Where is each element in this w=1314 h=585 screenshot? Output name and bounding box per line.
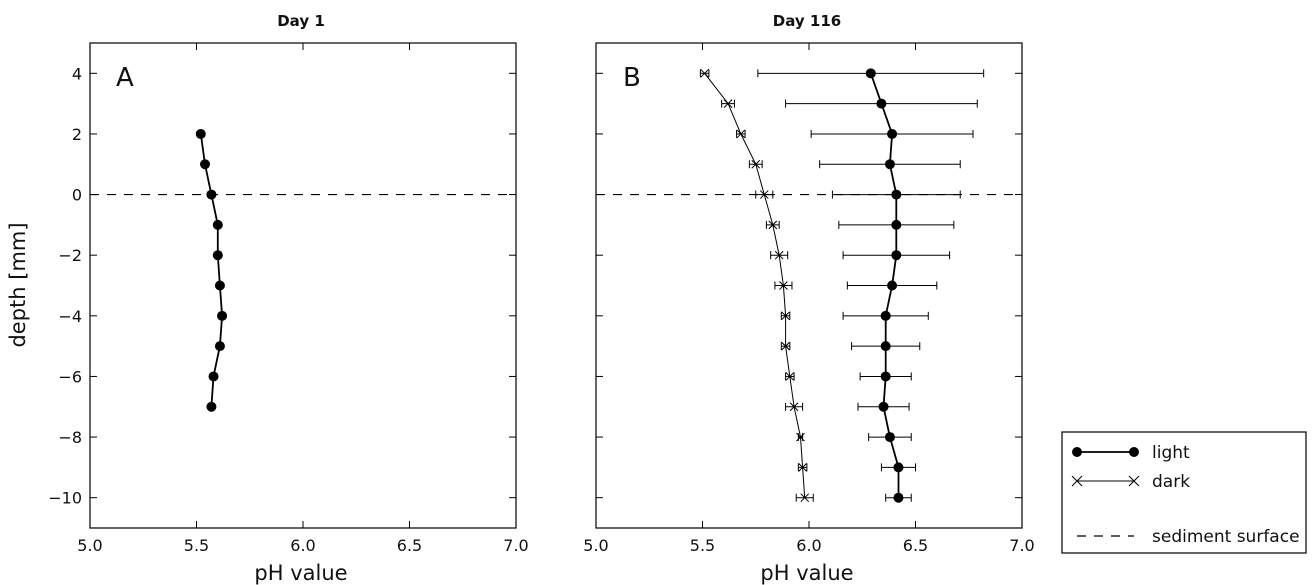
panel-b-series-dark-point — [785, 372, 795, 381]
panel-b-series-light-point — [891, 250, 902, 261]
panel-a-series-light-line — [199, 133, 224, 407]
legend-dark-label: dark — [1152, 472, 1190, 492]
panel-b-series-light-point — [884, 159, 895, 170]
panel-b-series-light-point — [865, 68, 876, 79]
panel-a-y-tick-label: 2 — [72, 125, 82, 144]
panel-a-label: A — [116, 63, 134, 93]
panel-b-x-tick-label: 7.0 — [1009, 536, 1034, 555]
panel-b-series-dark-point — [796, 432, 805, 442]
panel-a-x-axis-label: pH value — [254, 561, 347, 585]
panel-a-series-light-point — [212, 219, 223, 230]
panel-a-x-tick-label: 5.5 — [184, 536, 209, 555]
panel-a-y-tick-label: 0 — [72, 186, 82, 205]
panel-b-series-dark-point — [768, 220, 778, 230]
panel-a-x-tick-label: 7.0 — [503, 536, 528, 555]
panel-b-series-dark-point — [781, 311, 790, 321]
panel-b-title: Day 116 — [773, 12, 841, 30]
legend-dark-marker-end — [1128, 475, 1140, 487]
panel-a-frame — [89, 42, 517, 529]
panel-b-x-tick-label: 6.0 — [796, 536, 821, 555]
panel-b-series-dark-point — [736, 129, 746, 139]
panel-b-series-light-point — [880, 371, 891, 382]
panel-b-frame — [595, 42, 1023, 529]
panel-a-y-tick-label: −2 — [58, 246, 82, 265]
panel-a-x-tick-label: 6.5 — [397, 536, 422, 555]
panel-a-series-light-point — [206, 189, 217, 200]
legend-light-marker — [1072, 447, 1082, 457]
panel-a-series-light-point — [195, 128, 206, 139]
panel-b-series-light-point — [887, 128, 898, 139]
panel-b-series-light-point — [893, 462, 904, 473]
panel-a-series-light-point — [214, 280, 225, 291]
panel-a-series-light-point — [217, 310, 228, 321]
panel-b-series-dark-point — [779, 281, 788, 290]
legend-entry-sediment-surface: sediment surface — [1077, 527, 1300, 547]
panel-b-series-light-point — [876, 98, 887, 109]
panel-b-series-light-point — [893, 492, 904, 503]
panel-b-series-light-point — [884, 432, 895, 443]
legend-entry-light: light — [1072, 443, 1190, 463]
legend-sediment-label: sediment surface — [1152, 527, 1300, 547]
panel-a-y-tick-label: −4 — [58, 307, 82, 326]
panel-b-series-dark-point — [798, 463, 807, 472]
panel-b-series-light-point — [891, 219, 902, 230]
panel-b-series-light-point — [878, 401, 889, 412]
panel-b-series-dark-point — [789, 402, 799, 412]
panel-b-series-dark-point — [781, 341, 790, 351]
panel-a-series-light-point — [200, 159, 211, 170]
panel-a-y-tick-label: −6 — [58, 367, 82, 386]
legend-dark-marker — [1071, 475, 1083, 487]
panel-b-series-light-point — [887, 280, 898, 291]
panel-b-series-dark-point — [751, 159, 761, 169]
panel-day-1: Day 1 A pH value depth [mm] 5.0 5.5 6.0 6.5… — [6, 12, 529, 585]
legend-light-marker-end — [1129, 447, 1139, 457]
panel-a-series-light-point — [214, 341, 225, 352]
panel-a-x-tick-label: 6.0 — [290, 536, 315, 555]
panel-a-y-tick-label: −10 — [48, 489, 82, 508]
panel-b-series-dark-point — [723, 99, 733, 108]
panel-a-series-light-point — [208, 371, 219, 382]
legend-entry-dark: dark — [1071, 472, 1190, 492]
panel-b-x-axis-label: pH value — [760, 561, 853, 585]
panel-a-y-tick-label: 4 — [72, 64, 82, 83]
panel-a-y-tick-label: −8 — [58, 428, 82, 447]
panel-a-series-light-point — [206, 401, 217, 412]
panel-b-series-light-point — [891, 189, 902, 200]
panel-b-series-dark-point — [759, 190, 769, 199]
panel-b-series-dark-point — [774, 250, 784, 260]
panel-a-title: Day 1 — [277, 12, 325, 30]
panel-a-x-tick-label: 5.0 — [77, 536, 102, 555]
panel-b-series-light-point — [880, 341, 891, 352]
legend-light-label: light — [1152, 443, 1190, 463]
panel-b-x-tick-label: 5.0 — [583, 536, 608, 555]
y-axis-label: depth [mm] — [6, 222, 30, 347]
panel-b-series-dark-point — [800, 493, 810, 503]
panel-b-series-light-point — [880, 310, 891, 321]
panel-day-116: Day 116 B pH value 5.0 5.5 6.0 6.5 7.0 — [583, 12, 1034, 585]
panel-b-x-tick-label: 6.5 — [903, 536, 928, 555]
panel-b-label: B — [623, 63, 641, 93]
panel-b-series-dark-point — [700, 68, 709, 78]
panel-a-series-light-point — [212, 250, 223, 261]
legend: light dark sediment surface — [1061, 431, 1307, 554]
panel-b-x-tick-label: 5.5 — [690, 536, 715, 555]
